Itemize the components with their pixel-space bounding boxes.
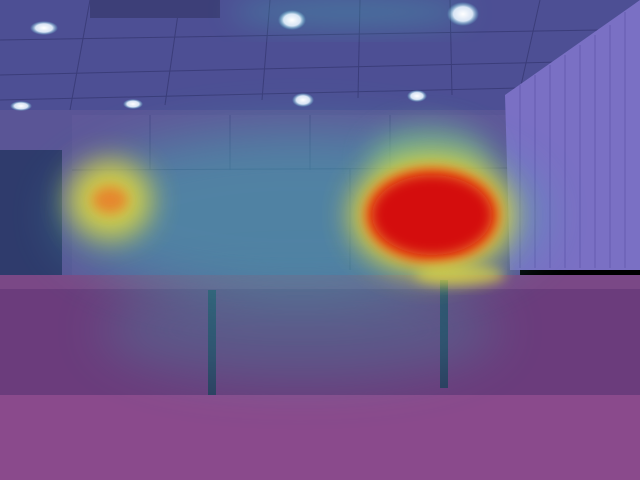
floor [0,395,640,480]
doorway [0,150,62,285]
right-wall [505,0,640,270]
vent [90,0,220,18]
ceiling-lights [10,2,479,111]
